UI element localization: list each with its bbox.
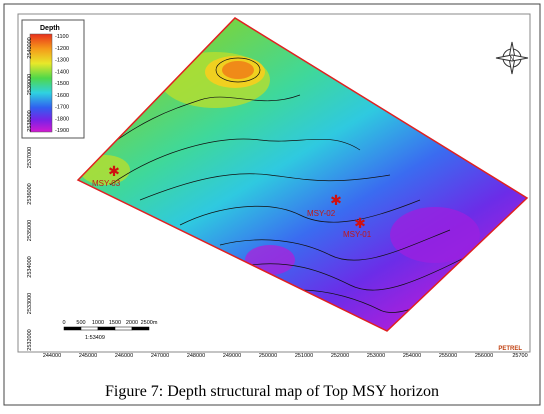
y-tick-label: 2540000	[27, 37, 33, 58]
x-tick-label: 244000	[43, 353, 61, 359]
legend-label: -1600	[55, 93, 69, 99]
x-tick-label: 252000	[331, 353, 349, 359]
scale-segment	[98, 327, 115, 330]
x-tick-label: 251000	[295, 353, 313, 359]
page: {"legend": {"title": "Depth", "labels": …	[0, 0, 544, 409]
legend-label: -1800	[55, 116, 69, 122]
y-tick-label: 2537000	[27, 147, 33, 168]
svg-text:N: N	[509, 56, 514, 63]
x-tick-label: 248000	[187, 353, 205, 359]
x-tick-label: 255000	[439, 353, 457, 359]
well-marker: ✱	[108, 163, 120, 179]
y-tick-label: 2539000	[27, 74, 33, 95]
x-tick-label: 245000	[79, 353, 97, 359]
legend-title: Depth	[40, 25, 60, 32]
legend-label: -1500	[55, 81, 69, 87]
legend-label: -1100	[55, 34, 69, 40]
y-tick-label: 2536000	[27, 183, 33, 204]
legend-label: -1400	[55, 69, 69, 75]
well-label: MSY-03	[92, 179, 121, 188]
legend-label: -1700	[55, 105, 69, 111]
legend-label: -1300	[55, 58, 69, 64]
figure: Depth -1100 -1200 -1300 -1400 -1500 -1600 -170…	[0, 0, 544, 409]
legend-label: -1200	[55, 46, 69, 52]
scale-segment	[81, 327, 98, 330]
x-tick-label: 256000	[475, 353, 493, 359]
scale-segment	[64, 327, 81, 330]
y-tick-label: 2532000	[27, 329, 33, 350]
y-tick-label: 2534000	[27, 256, 33, 277]
scale-segment	[132, 327, 149, 330]
scale-label: 2500m	[141, 320, 158, 326]
x-tick-label: 246000	[115, 353, 133, 359]
x-tick-label: 249000	[223, 353, 241, 359]
y-tick-label: 2533000	[27, 293, 33, 314]
scale-segment	[115, 327, 132, 330]
scale-label: 2000	[126, 320, 138, 326]
y-tick-label: 2535000	[27, 220, 33, 241]
well-marker: ✱	[354, 215, 366, 231]
legend-label: -1900	[55, 128, 69, 134]
x-tick-label: 253000	[367, 353, 385, 359]
well-marker: ✱	[330, 192, 342, 208]
scale-ratio: 1:53409	[85, 335, 105, 341]
x-tick-label: 250000	[259, 353, 277, 359]
x-tick-label: 254000	[403, 353, 421, 359]
y-tick-label: 2538000	[27, 110, 33, 131]
scale-label: 500	[76, 320, 85, 326]
x-tick-label: 25700	[512, 353, 527, 359]
scale-label: 0	[62, 320, 65, 326]
caption: Figure 7: Depth structural map of Top MS…	[105, 383, 439, 400]
x-tick-label: 247000	[151, 353, 169, 359]
scale-label: 1500	[109, 320, 121, 326]
logo: PETREL	[498, 346, 522, 352]
well-label: MSY-02	[307, 209, 336, 218]
scale-label: 1000	[92, 320, 104, 326]
well-label: MSY-01	[343, 230, 372, 239]
